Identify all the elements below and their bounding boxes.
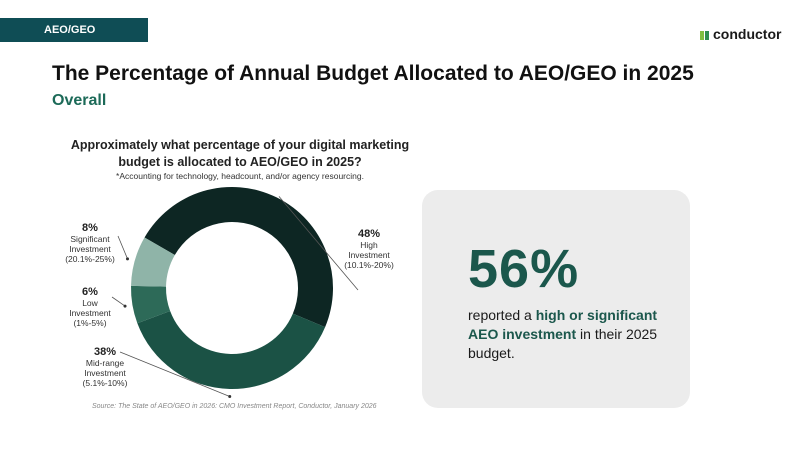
slide-title: The Percentage of Annual Budget Allocate… xyxy=(52,62,694,85)
leader-dot xyxy=(276,193,280,197)
leader-line xyxy=(111,296,126,307)
callout-text: reported a high or significant AEO inves… xyxy=(468,306,668,363)
slice-range: (20.1%-25%) xyxy=(65,254,115,264)
slide-subtitle: Overall xyxy=(52,92,107,109)
slice-range: (10.1%-20%) xyxy=(344,260,394,270)
leader-line xyxy=(119,351,230,397)
chart-title: Approximately what percentage of your di… xyxy=(70,138,410,169)
chart-subtitle: *Accounting for technology, headcount, a… xyxy=(116,171,364,181)
callout-box xyxy=(422,190,690,408)
slice-label: 8% Significant Investment (20.1%-25%) xyxy=(55,222,125,264)
leader-dot xyxy=(228,394,232,398)
leader-line xyxy=(117,235,128,259)
slice-category: Significant Investment xyxy=(69,234,111,254)
slice-value-label: 48% xyxy=(357,228,381,240)
slice-value-label: 6% xyxy=(82,286,98,298)
logo: conductor xyxy=(700,26,781,42)
callout-highlight: high or significant AEO investment xyxy=(468,307,658,342)
leader-dot xyxy=(123,304,127,308)
donut-slice xyxy=(131,237,175,287)
slice-category: High Investment xyxy=(348,240,390,260)
callout-text-part: reported a xyxy=(468,307,536,323)
leader-line xyxy=(277,195,359,291)
slice-range: (5.1%-10%) xyxy=(82,378,128,388)
source: Source: The State of AEO/GEO in 2026: CM… xyxy=(92,403,377,410)
slice-value-label: 38% xyxy=(93,346,117,358)
section-tag: AEO/GEO Investments xyxy=(0,18,148,60)
slice-value-label: 8% xyxy=(82,222,98,234)
donut-slice xyxy=(131,285,171,324)
donut-slice xyxy=(144,187,333,328)
slice-label: 48% High Investment (10.1%-20%) xyxy=(334,228,404,270)
leader-dot xyxy=(125,257,129,261)
donut-slice xyxy=(137,311,326,389)
slice-label: 38% Mid-range Investment (5.1%-10%) xyxy=(70,346,140,388)
slice-category: Low Investment xyxy=(69,298,111,318)
slice-range: (1%-5%) xyxy=(73,318,107,328)
callout-value: 56% xyxy=(468,239,580,299)
slice-label: 6% Low Investment (1%-5%) xyxy=(55,286,125,328)
logo-text: conductor xyxy=(713,26,782,42)
callout-text-part: in their 2025 budget. xyxy=(468,326,658,361)
slice-category: Mid-range Investment xyxy=(84,358,126,378)
